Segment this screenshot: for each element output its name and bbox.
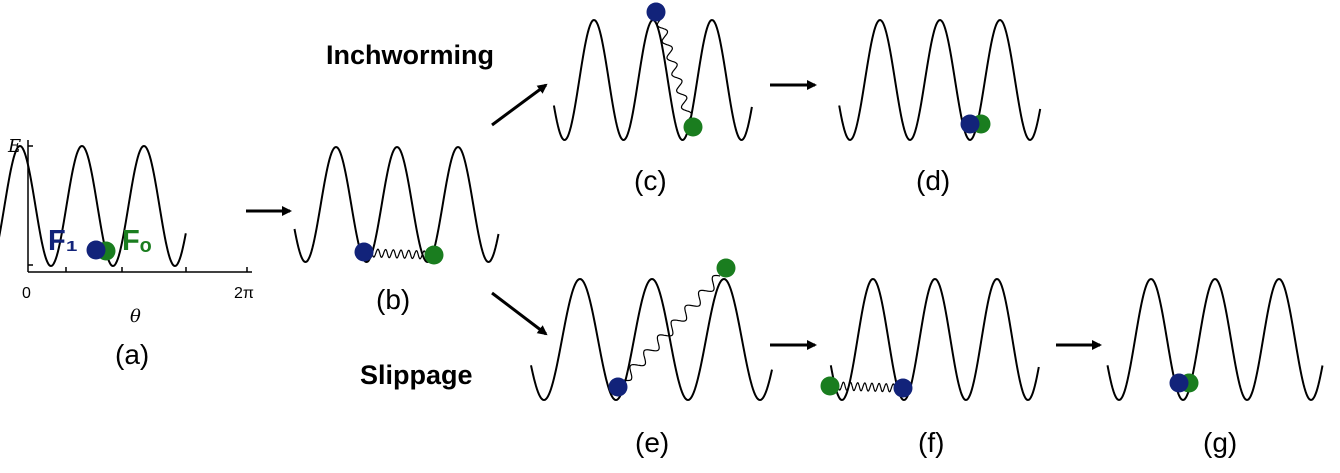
f1-particle (354, 242, 374, 262)
f1-particle (893, 378, 913, 398)
particles-f (820, 376, 913, 398)
energy-curve-b (293, 146, 500, 264)
energy-curve-d (838, 18, 1042, 142)
panel-label-b: (b) (376, 284, 410, 315)
f1-particle (1169, 373, 1189, 393)
fo-particle (716, 258, 736, 278)
panel-label-g: (g) (1203, 427, 1237, 458)
energy-curve-g (1106, 278, 1324, 401)
x-axis-label: θ (130, 306, 141, 327)
x-axis-max-tick: 2π (234, 285, 254, 302)
energy-curve-f (829, 277, 1040, 402)
spring-b (371, 248, 427, 260)
f1-particle (608, 377, 628, 397)
f1-particle (646, 2, 666, 22)
particles-d (960, 114, 991, 134)
slippage-heading: Slippage (360, 360, 473, 390)
panel-label-a: (a) (115, 339, 149, 370)
spring-e (623, 274, 721, 382)
y-axis-label: E (7, 136, 21, 157)
particles-c (646, 2, 703, 137)
energy-curve-c (552, 18, 753, 142)
particles-b (354, 242, 444, 265)
spring-f (837, 381, 896, 393)
panel-label-e: (e) (635, 427, 669, 458)
inchworming-heading: Inchworming (326, 40, 494, 70)
energy-curve-a (0, 144, 187, 268)
fo-particle (683, 117, 703, 137)
fo-particle (424, 245, 444, 265)
particles-g (1169, 373, 1199, 393)
f1-particle (86, 240, 106, 260)
particles-e (608, 258, 736, 397)
particles-a (86, 240, 116, 261)
panel-label-d: (d) (916, 165, 950, 196)
f1-label: F₁ (48, 225, 78, 257)
arrow-b-to-c (491, 83, 548, 127)
panel-label-f: (f) (918, 427, 944, 458)
energy-curve-e (530, 277, 773, 402)
arrow-b-to-e (491, 291, 548, 336)
panel-label-c: (c) (634, 165, 667, 196)
f1-particle (960, 114, 980, 134)
fo-label: Fₒ (122, 225, 152, 257)
fo-particle (820, 376, 840, 396)
spring-c (656, 19, 693, 120)
x-axis-min-tick: 0 (22, 285, 31, 302)
